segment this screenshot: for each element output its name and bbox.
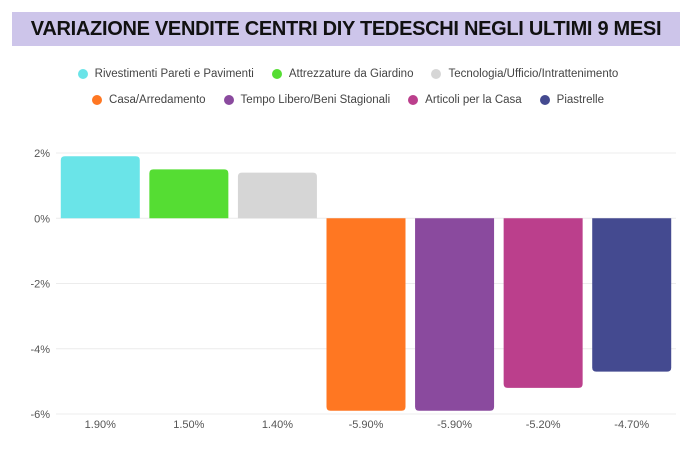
legend-item: Tecnologia/Ufficio/Intrattenimento bbox=[431, 68, 618, 80]
x-tick-label: 1.40% bbox=[262, 419, 293, 431]
legend-label: Articoli per la Casa bbox=[425, 94, 522, 106]
y-tick-label: -2% bbox=[30, 279, 50, 291]
legend-item: Attrezzature da Giardino bbox=[271, 68, 414, 80]
bar bbox=[60, 156, 140, 219]
x-tick-label: -5.90% bbox=[437, 419, 472, 431]
bar bbox=[415, 218, 495, 411]
legend-swatch bbox=[408, 95, 419, 105]
y-tick-label: 2% bbox=[34, 148, 50, 160]
legend-label: Rivestimenti Pareti e Pavimenti bbox=[94, 68, 254, 80]
bar bbox=[503, 218, 583, 388]
x-tick-label: -5.20% bbox=[526, 419, 561, 431]
bar bbox=[237, 172, 317, 219]
chart-title: VARIAZIONE VENDITE CENTRI DIY TEDESCHI N… bbox=[30, 17, 662, 40]
bar bbox=[592, 218, 672, 372]
legend-swatch bbox=[271, 69, 282, 79]
bar bbox=[149, 169, 229, 219]
legend-item: Rivestimenti Pareti e Pavimenti bbox=[77, 68, 254, 80]
legend-item: Articoli per la Casa bbox=[408, 94, 522, 106]
legend-item: Casa/Arredamento bbox=[92, 94, 206, 106]
legend-label: Piastrelle bbox=[556, 94, 604, 106]
legend-label: Tecnologia/Ufficio/Intrattenimento bbox=[448, 68, 619, 80]
x-tick-label: 1.50% bbox=[173, 419, 204, 431]
legend-row-1: Rivestimenti Pareti e Pavimenti Attrezzat… bbox=[0, 68, 696, 80]
title-banner: VARIAZIONE VENDITE CENTRI DIY TEDESCHI N… bbox=[12, 12, 680, 46]
legend-swatch bbox=[77, 69, 88, 79]
bar bbox=[326, 218, 406, 411]
legend-row-2: Casa/Arredamento Tempo Libero/Beni Stagio… bbox=[0, 94, 696, 106]
y-tick-label: -6% bbox=[30, 409, 50, 421]
y-tick-label: -4% bbox=[30, 344, 50, 356]
legend-label: Casa/Arredamento bbox=[109, 94, 206, 106]
legend-label: Attrezzature da Giardino bbox=[288, 68, 414, 80]
x-tick-label: 1.90% bbox=[85, 419, 116, 431]
legend-swatch bbox=[223, 95, 234, 105]
legend-label: Tempo Libero/Beni Stagionali bbox=[240, 94, 391, 106]
legend-swatch bbox=[539, 95, 550, 105]
legend-item: Tempo Libero/Beni Stagionali bbox=[223, 94, 391, 106]
legend-swatch bbox=[92, 95, 103, 105]
y-tick-label: 0% bbox=[34, 213, 50, 225]
legend-item: Piastrelle bbox=[539, 94, 604, 106]
x-tick-label: -5.90% bbox=[349, 419, 384, 431]
legend-swatch bbox=[431, 69, 442, 79]
x-tick-label: -4.70% bbox=[614, 419, 649, 431]
